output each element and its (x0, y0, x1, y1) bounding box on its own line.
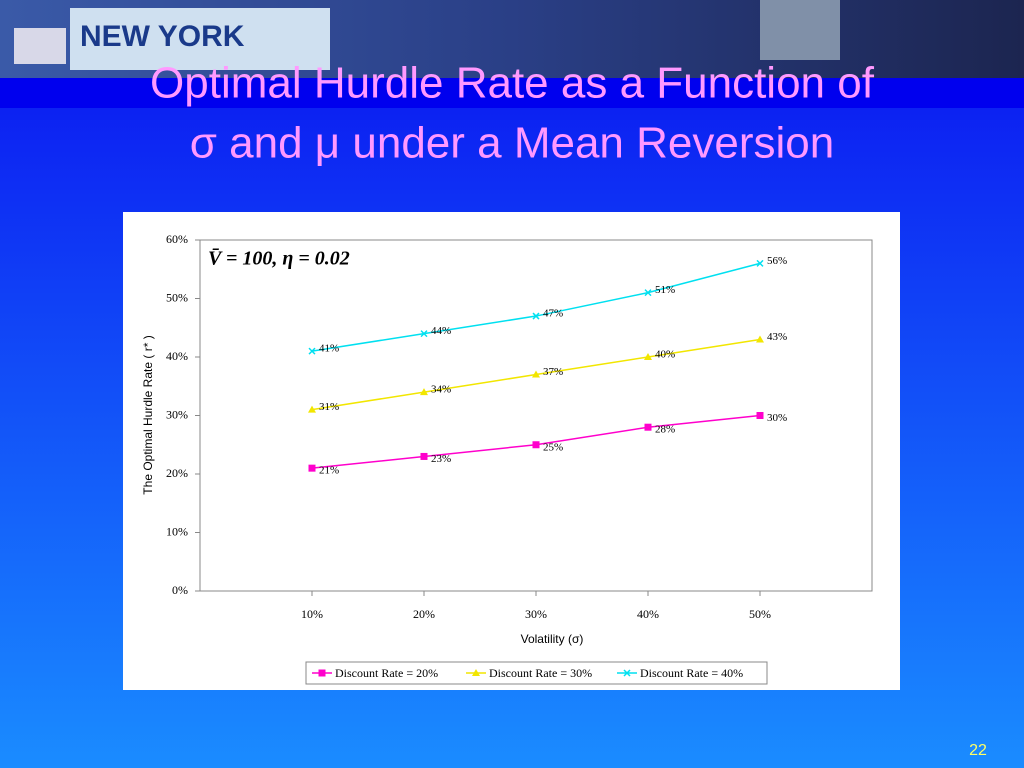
annotation: V̄ = 100, η = 0.02 (208, 248, 350, 270)
data-label: 31% (319, 401, 339, 413)
data-label: 37% (543, 366, 563, 378)
sign-board (70, 8, 330, 70)
marker (532, 312, 540, 320)
board (760, 0, 840, 60)
marker (308, 464, 316, 472)
marker (532, 370, 540, 378)
x-tick-label: 20% (413, 607, 435, 621)
chart-area (123, 212, 900, 690)
data-label: 40% (655, 349, 675, 361)
x-tick-label: 30% (525, 607, 547, 621)
data-label: 30% (767, 412, 787, 424)
banner-text: NEW YORK (80, 20, 245, 53)
data-label: 41% (319, 343, 339, 355)
page-number: 22 (969, 742, 987, 759)
title-band (0, 78, 1024, 108)
data-label: 23% (431, 453, 451, 465)
data-label: 28% (655, 424, 675, 436)
y-axis-label: The Optimal Hurdle Rate ( r* ) (141, 335, 155, 494)
data-label: 21% (319, 465, 339, 477)
y-tick-label: 20% (166, 466, 188, 480)
legend-marker (472, 669, 480, 676)
legend-label: Discount Rate = 30% (489, 666, 592, 680)
legend-marker (318, 669, 326, 677)
marker (756, 335, 764, 343)
x-tick-label: 50% (749, 607, 771, 621)
x-axis-label: Volatility (σ) (521, 632, 584, 646)
legend-marker (623, 669, 631, 677)
marker (644, 423, 652, 431)
marker (756, 412, 764, 419)
y-tick-label: 0% (172, 583, 188, 597)
data-label: 44% (431, 325, 451, 337)
title-line: Optimal Hurdle Rate as a Function of (150, 59, 875, 108)
marker (308, 405, 316, 413)
marker (532, 441, 540, 449)
marker (756, 259, 764, 267)
y-tick-label: 50% (166, 290, 188, 304)
legend-label: Discount Rate = 20% (335, 666, 438, 680)
marker (420, 388, 428, 396)
legend-label: Discount Rate = 40% (640, 666, 743, 680)
data-label: 34% (431, 384, 451, 396)
y-tick-label: 30% (166, 407, 188, 421)
marker (644, 289, 652, 297)
data-label: 43% (767, 331, 787, 343)
title-line: σ and μ under a Mean Reversion (190, 119, 834, 168)
data-label: 25% (543, 441, 563, 453)
marker (308, 347, 316, 355)
data-label: 51% (655, 284, 675, 296)
data-label: 47% (543, 308, 563, 320)
data-label: 56% (767, 255, 787, 267)
marker (644, 353, 652, 360)
marker (420, 330, 428, 338)
x-tick-label: 40% (637, 607, 659, 621)
y-tick-label: 10% (166, 524, 188, 538)
x-tick-label: 10% (301, 607, 323, 621)
marker (420, 452, 428, 460)
flag (14, 28, 66, 64)
legend (305, 661, 768, 685)
y-tick-label: 60% (166, 232, 188, 246)
y-tick-label: 40% (166, 349, 188, 363)
